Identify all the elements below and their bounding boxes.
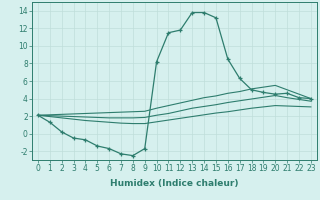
X-axis label: Humidex (Indice chaleur): Humidex (Indice chaleur) [110, 179, 239, 188]
